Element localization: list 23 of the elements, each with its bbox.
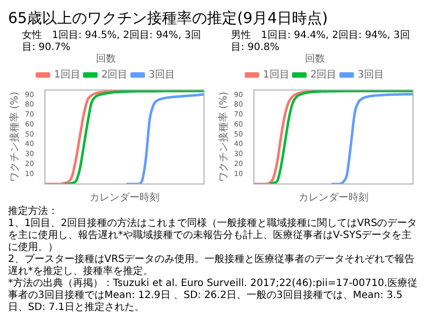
chart-title: 女性 1回目: 94.5%, 2回目: 94%, 3回目: 90.7% [21, 30, 202, 54]
x-axis-title: カレンダー時刻 [89, 192, 160, 204]
legend-label: 1回目 [262, 70, 290, 81]
text: *方法の出典（再掲）：Tsuzuki et al. Euro Surveill. 2017;22(46):pii=17-00710.医療従事者の3回目接種ではMean: 12.9日 、SD: 26.2日、一般の3回目接種では、Mean: 3.5日、SD: 7.1日と推定された。 [8, 278, 418, 314]
legend-label: 2回目 [310, 70, 337, 81]
text: 65歳以上のワクチン接種率の推定(9月4日時点) [8, 8, 329, 28]
line-series [63, 90, 206, 184]
line-series [330, 92, 414, 184]
x-axis-title: カレンダー時刻 [298, 192, 368, 204]
legend-label: 1回目 [54, 70, 80, 81]
text: 推定方法： [8, 206, 59, 218]
text: 2、ブースター接種はVRSデータのみ使用。一般接種と医療従事者のデータそれぞれで報告遅れ*を推定し、接種率を推定。 [8, 254, 416, 278]
legend-label: 2回目 [101, 70, 128, 81]
line-series [268, 90, 414, 184]
y-axis-title: ワクチン接種率 (%) [8, 92, 21, 182]
chart-title: 男性 1回目: 94.4%, 2回目: 94%, 3回目: 90.8% [230, 30, 411, 54]
legend-label: 3回目 [148, 70, 176, 81]
text: 1、1回目、2回目接種の方法はこれまで同様（一般接種と職域接種に関してはVRSのデータを主に使用し、報告遅れ*や職域接種での未報告分も計上、医療従事者はV-SYSデータを主に使用。） [8, 218, 418, 254]
legend-title: 回数 [305, 54, 325, 65]
line-series [125, 93, 206, 184]
legend-label: 3回目 [358, 70, 384, 81]
legend-title: 回数 [96, 54, 116, 65]
y-axis-title: ワクチン接種率 (%) [218, 92, 230, 182]
